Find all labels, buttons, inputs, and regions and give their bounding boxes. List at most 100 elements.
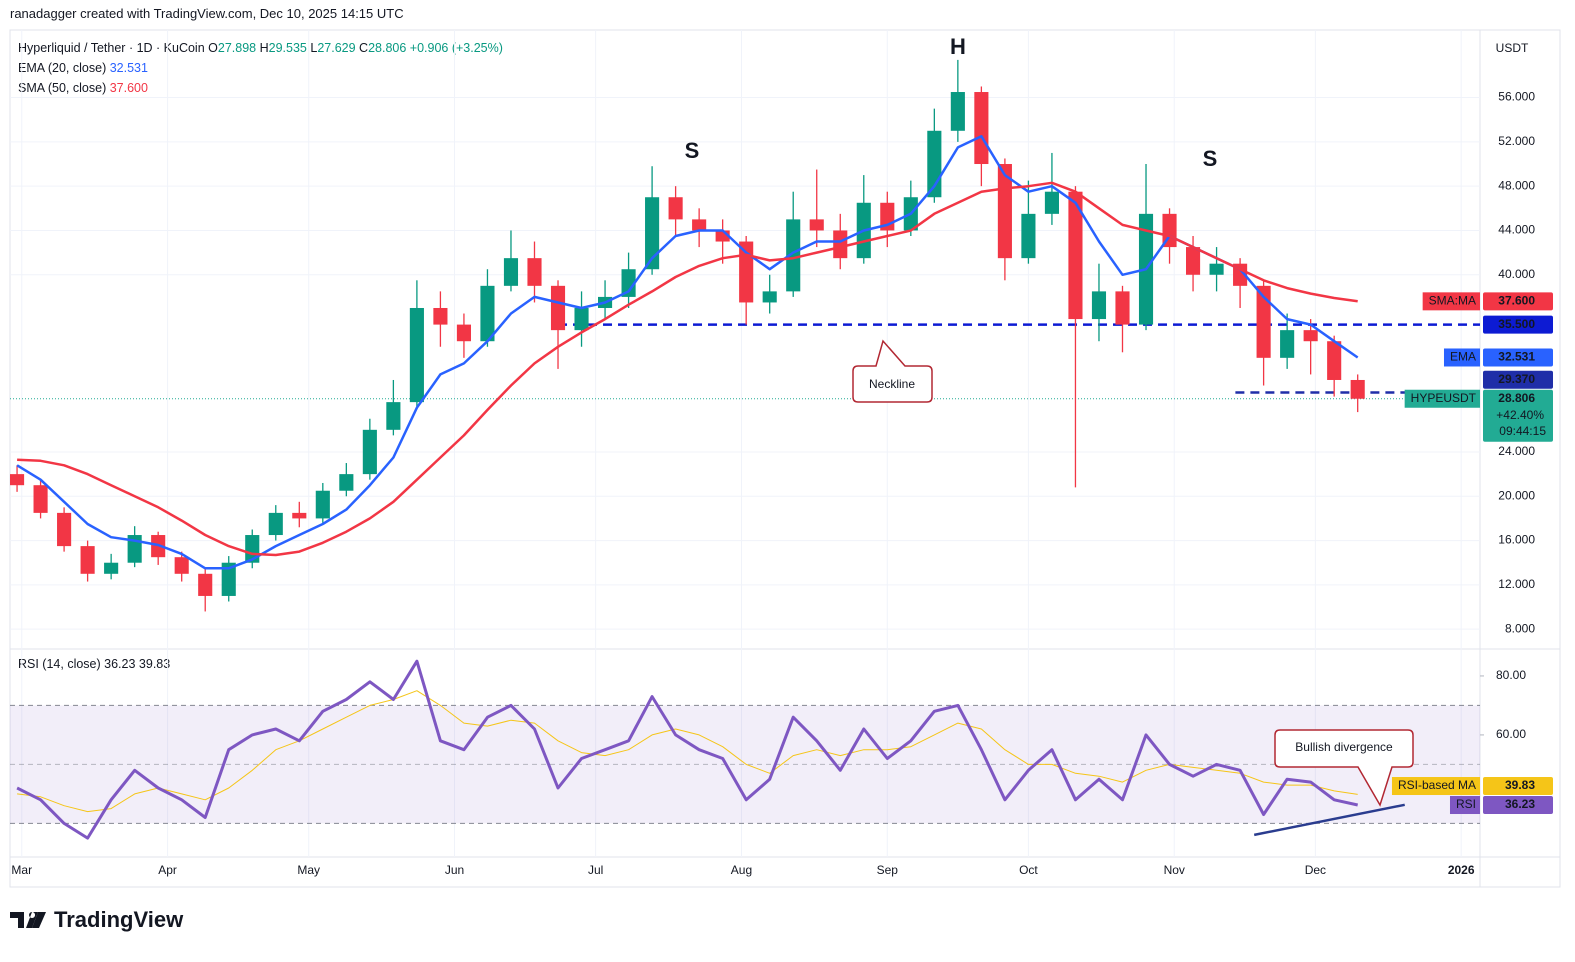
frame <box>9 29 1561 888</box>
x-tick-label: Apr <box>158 863 177 877</box>
x-tick-label: Jun <box>445 863 464 877</box>
rsi-badge-label: RSI <box>1456 797 1476 811</box>
y-tick-label: 44.000 <box>1498 223 1535 237</box>
legend: Hyperliquid / Tether · 1D · KuCoin O27.8… <box>18 38 503 98</box>
last-badge-label-bg <box>1404 389 1480 408</box>
y-tick-label: 56.000 <box>1498 90 1535 104</box>
ohlc-c: C <box>359 41 369 55</box>
sma-legend: SMA (50, close) 37.600 <box>18 78 503 98</box>
series-line <box>16 659 1359 840</box>
sma-value: 37.600 <box>109 81 148 95</box>
candle-body <box>833 230 848 259</box>
candle-body <box>645 197 660 270</box>
y-tick-label: 48.000 <box>1498 178 1535 192</box>
candle-body <box>692 219 707 231</box>
ema-legend: EMA (20, close) 32.531 <box>18 58 503 78</box>
rsi-legend: RSI (14, close) 36.23 39.83 <box>18 657 170 671</box>
series-line <box>16 135 1359 570</box>
candle-body <box>80 546 95 574</box>
ema-badge-value-bg <box>1483 348 1553 367</box>
candle-body <box>268 512 283 536</box>
callout-box <box>852 339 933 403</box>
rsi-badge-label-bg <box>1449 796 1480 815</box>
symbol: Hyperliquid / Tether · 1D · KuCoin <box>18 41 205 55</box>
ema-badge-label: EMA <box>1450 350 1476 364</box>
candle-body <box>1233 263 1248 286</box>
candle-body <box>292 512 307 519</box>
candle-body <box>174 557 189 574</box>
ohlc-c-value: 28.806 <box>368 41 407 55</box>
level-badge-value-bg <box>1483 370 1553 389</box>
logo-icon <box>10 912 46 928</box>
y-tick-label: 16.000 <box>1498 533 1535 547</box>
rsima-badge-value: 39.83 <box>1505 778 1535 792</box>
ohlc-o: O <box>208 41 218 55</box>
sma-badge-label: SMA:MA <box>1429 294 1476 308</box>
candle-body <box>245 535 260 563</box>
candle-body <box>456 324 471 342</box>
ohlc-h: H <box>259 41 269 55</box>
level-badge-value-bg <box>1483 315 1553 334</box>
change: +0.906 (+3.25%) <box>409 41 503 55</box>
rsima-badge-value-bg <box>1483 777 1553 796</box>
x-tick-label: Dec <box>1305 863 1326 877</box>
rsima-badge-label: RSI-based MA <box>1398 778 1476 792</box>
ohlc-o-value: 27.898 <box>217 41 257 55</box>
candle-body <box>974 92 989 165</box>
sma-badge-value-bg <box>1483 292 1553 311</box>
x-tick-label: Sep <box>877 863 899 877</box>
chart: USDT Mar Apr May Jun Jul Aug Sep Oct Nov Dec 2026 8.… <box>9 29 1561 888</box>
last-badge-value-bg <box>1483 389 1553 442</box>
candle-body <box>621 269 636 297</box>
sma-badge-label-bg <box>1422 292 1480 311</box>
x-tick-label: Oct <box>1019 863 1038 877</box>
last-badge-label: HYPEUSDT <box>1411 391 1477 405</box>
candle-body <box>786 219 801 292</box>
y-tick-label: 12.000 <box>1498 577 1535 591</box>
callout-text: Bullish divergence <box>1295 740 1393 754</box>
candle-body <box>715 230 730 242</box>
ema-value: 32.531 <box>109 61 148 75</box>
currency: USDT <box>1496 41 1529 55</box>
series-line <box>17 690 1358 813</box>
ema-badge-value: 32.531 <box>1498 350 1535 364</box>
pattern-label: H <box>950 34 966 59</box>
ohlc-l: L <box>310 41 318 55</box>
candle-body <box>480 285 495 342</box>
candle-body <box>339 474 354 491</box>
y-tick-label: 8.000 <box>1505 621 1535 635</box>
x-tick-label: Mar <box>11 863 32 877</box>
candle-body <box>1327 341 1342 380</box>
callout-text: Neckline <box>869 377 915 391</box>
candle-body <box>809 219 824 231</box>
candle-body <box>1209 263 1224 275</box>
level-badge-value: 35.500 <box>1498 317 1535 331</box>
symbol-row: Hyperliquid / Tether · 1D · KuCoin O27.8… <box>18 38 503 58</box>
candle-body <box>198 573 213 596</box>
candle-body <box>1068 191 1083 320</box>
rsima-badge-label-bg <box>1391 777 1480 796</box>
ohlc-h-value: 29.535 <box>268 41 307 55</box>
y-tick-label: 40.000 <box>1498 267 1535 281</box>
candle-body <box>950 92 965 131</box>
candle-body <box>574 307 589 331</box>
candle-body <box>1303 330 1318 342</box>
candle-body <box>1044 191 1059 214</box>
candle-body <box>10 474 25 486</box>
y-tick-label: 52.000 <box>1498 134 1535 148</box>
candle-body <box>1021 213 1036 259</box>
candle-body <box>1186 247 1201 275</box>
rsi-value: 36.23 <box>104 657 136 671</box>
pattern-label: S <box>1203 146 1218 171</box>
level-badge-value: 29.370 <box>1498 372 1535 386</box>
ohlc-l-value: 27.629 <box>317 41 356 55</box>
rsi-badge-value-bg <box>1483 796 1553 815</box>
candle-body <box>668 197 683 220</box>
callout-box <box>1274 729 1414 807</box>
candle-body <box>104 562 119 574</box>
y-tick-label: 60.00 <box>1496 727 1526 741</box>
candle-body <box>33 485 48 513</box>
candle-body <box>1256 285 1271 358</box>
ema-name: EMA (20, close) <box>18 61 107 75</box>
candle-body <box>221 562 236 596</box>
